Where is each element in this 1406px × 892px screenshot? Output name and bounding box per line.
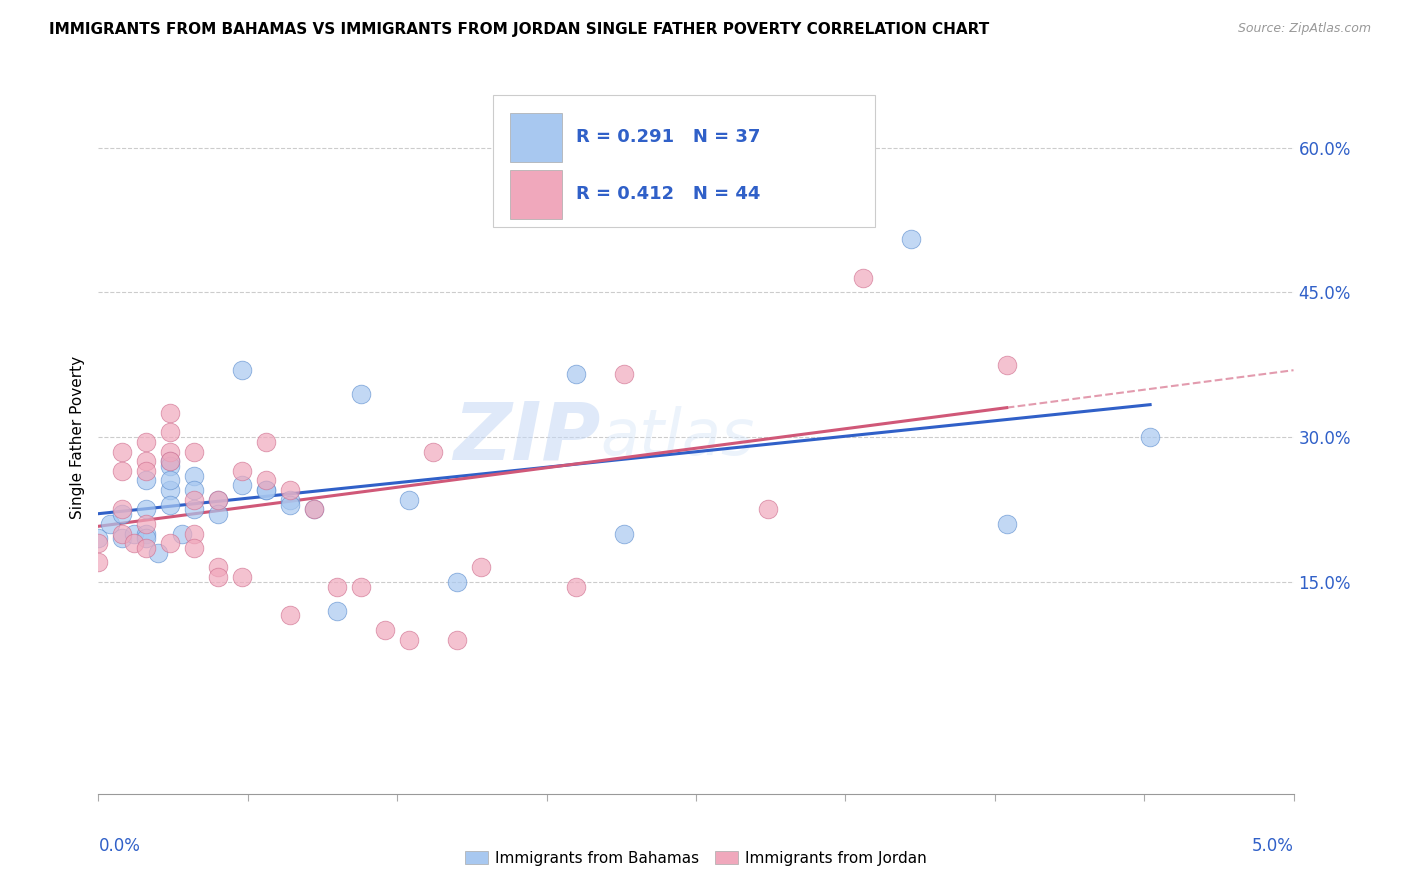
Point bbox=[756, 502, 779, 516]
Point bbox=[350, 580, 373, 594]
Point bbox=[135, 526, 157, 541]
Point bbox=[159, 425, 181, 440]
Point bbox=[278, 498, 301, 512]
Point bbox=[995, 516, 1018, 531]
Point bbox=[1139, 430, 1161, 444]
Point bbox=[613, 526, 636, 541]
Point bbox=[159, 458, 181, 473]
Point bbox=[278, 608, 301, 623]
Point bbox=[111, 532, 134, 546]
Point bbox=[254, 483, 277, 497]
Point bbox=[183, 502, 205, 516]
Point bbox=[207, 492, 229, 507]
Point bbox=[422, 444, 444, 458]
Point bbox=[446, 632, 468, 647]
Point bbox=[183, 526, 205, 541]
Point bbox=[135, 541, 157, 555]
Point bbox=[111, 507, 134, 521]
Point bbox=[159, 474, 181, 488]
Point bbox=[613, 368, 636, 382]
FancyBboxPatch shape bbox=[509, 170, 562, 219]
Point bbox=[900, 232, 922, 246]
Point bbox=[231, 362, 253, 376]
Legend: Immigrants from Bahamas, Immigrants from Jordan: Immigrants from Bahamas, Immigrants from… bbox=[458, 845, 934, 871]
Point bbox=[159, 444, 181, 458]
Text: R = 0.412   N = 44: R = 0.412 N = 44 bbox=[576, 186, 761, 203]
Point bbox=[87, 556, 110, 570]
Point bbox=[302, 502, 325, 516]
Text: atlas: atlas bbox=[600, 406, 755, 468]
Point bbox=[350, 386, 373, 401]
Point bbox=[207, 492, 229, 507]
Point bbox=[159, 454, 181, 468]
Point bbox=[135, 532, 157, 546]
Point bbox=[207, 560, 229, 574]
Point bbox=[159, 536, 181, 550]
Point bbox=[302, 502, 325, 516]
Point bbox=[135, 454, 157, 468]
Point bbox=[398, 632, 420, 647]
Point bbox=[111, 526, 134, 541]
Point bbox=[231, 570, 253, 584]
Point bbox=[172, 526, 194, 541]
Point bbox=[254, 434, 277, 449]
Point bbox=[183, 483, 205, 497]
Point bbox=[278, 483, 301, 497]
Point bbox=[135, 474, 157, 488]
Point bbox=[111, 464, 134, 478]
Point bbox=[231, 464, 253, 478]
Point bbox=[135, 516, 157, 531]
Point bbox=[374, 623, 396, 637]
Point bbox=[995, 358, 1018, 372]
Point bbox=[111, 502, 134, 516]
Point bbox=[159, 483, 181, 497]
FancyBboxPatch shape bbox=[494, 95, 876, 227]
Point bbox=[159, 406, 181, 420]
Point bbox=[183, 444, 205, 458]
Text: IMMIGRANTS FROM BAHAMAS VS IMMIGRANTS FROM JORDAN SINGLE FATHER POVERTY CORRELAT: IMMIGRANTS FROM BAHAMAS VS IMMIGRANTS FR… bbox=[49, 22, 990, 37]
Point bbox=[183, 492, 205, 507]
Point bbox=[565, 580, 588, 594]
Point bbox=[517, 184, 540, 198]
Point bbox=[135, 434, 157, 449]
Point bbox=[183, 541, 205, 555]
Text: 0.0%: 0.0% bbox=[98, 837, 141, 855]
Point bbox=[87, 536, 110, 550]
Point bbox=[470, 560, 492, 574]
Point bbox=[159, 454, 181, 468]
Point bbox=[446, 574, 468, 589]
Y-axis label: Single Father Poverty: Single Father Poverty bbox=[70, 356, 86, 518]
Point bbox=[111, 444, 134, 458]
Point bbox=[98, 516, 122, 531]
Point bbox=[148, 546, 170, 560]
FancyBboxPatch shape bbox=[509, 113, 562, 161]
Point bbox=[231, 478, 253, 492]
Point bbox=[565, 368, 588, 382]
Point bbox=[183, 468, 205, 483]
Point bbox=[326, 604, 349, 618]
Point bbox=[278, 492, 301, 507]
Point bbox=[398, 492, 420, 507]
Point bbox=[135, 502, 157, 516]
Text: R = 0.291   N = 37: R = 0.291 N = 37 bbox=[576, 128, 761, 146]
Point bbox=[124, 536, 146, 550]
Point bbox=[207, 570, 229, 584]
Point bbox=[135, 464, 157, 478]
Point bbox=[326, 580, 349, 594]
Point bbox=[87, 532, 110, 546]
Point bbox=[852, 271, 875, 285]
Text: Source: ZipAtlas.com: Source: ZipAtlas.com bbox=[1237, 22, 1371, 36]
Point bbox=[254, 474, 277, 488]
Point bbox=[124, 526, 146, 541]
Point bbox=[159, 498, 181, 512]
Text: 5.0%: 5.0% bbox=[1251, 837, 1294, 855]
Point bbox=[254, 483, 277, 497]
Text: ZIP: ZIP bbox=[453, 398, 600, 476]
Point bbox=[207, 507, 229, 521]
